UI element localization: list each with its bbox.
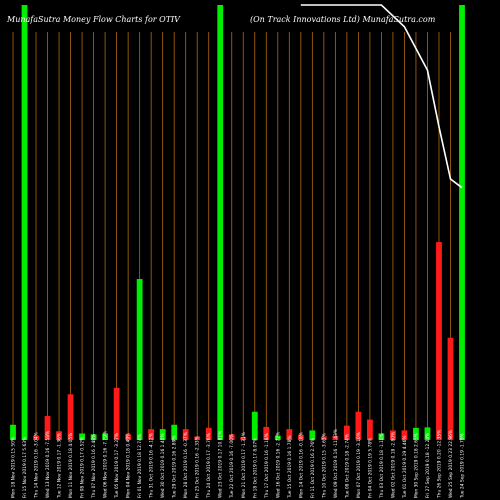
bar <box>297 434 304 440</box>
bar <box>136 279 143 440</box>
bar <box>205 427 212 440</box>
x-tick-label: Wed 30 Oct 2019 0.16 1.40% <box>160 433 166 498</box>
bar <box>413 427 419 440</box>
bar <box>182 429 189 441</box>
bar <box>424 427 431 440</box>
x-tick-label: Tue 24 Sep 2019 0.19 -1.79% <box>460 433 466 499</box>
bar <box>459 5 465 440</box>
x-tick-label: Mon 30 Sep 2019 0.18 2.65% <box>413 433 419 498</box>
x-tick-label: Wed 13 Nov 2019 0.16 -7.58% <box>45 431 51 498</box>
bar <box>90 434 97 440</box>
x-tick-label: Fri 01 Nov 2019 0.18 12.74% <box>137 434 143 498</box>
x-tick-label: Mon 18 Nov 2019 0.15 50% <box>11 437 17 498</box>
x-tick-label: Mon 21 Oct 2019 0.17 -1.31% <box>241 432 247 498</box>
price-line-path <box>300 4 463 189</box>
bar <box>56 431 62 440</box>
x-tick-label: Fri 08 Nov 2019 0.17 0.52% <box>80 437 86 498</box>
bar <box>367 419 373 440</box>
bar <box>263 426 270 440</box>
chart-title-left: MunafaSutra Money Flow Charts for OTIV <box>6 15 181 24</box>
bar <box>102 433 108 440</box>
x-tick-label: Wed 06 Nov 2019 0.16 -7.79% <box>103 431 109 498</box>
x-tick-label: Thu 14 Nov 2019 0.16 -3.04% <box>34 432 40 499</box>
x-tick-label: Mon 11 Nov 2019 0.18 4.05% <box>68 433 74 498</box>
x-tick-label: Thu 07 Nov 2019 0.16 2.48% <box>91 434 97 499</box>
x-tick-label: Thu 17 Oct 2019 0.16 -1.18% <box>264 433 270 499</box>
bar <box>148 429 155 441</box>
x-tick-label: Wed 09 Oct 2019 0.16 -11.43% <box>333 429 339 498</box>
bar <box>332 436 339 440</box>
bar <box>67 394 74 440</box>
x-tick-label: Tue 29 Oct 2019 0.16 2.89% <box>172 435 178 499</box>
x-tick-label: Wed 25 Sep 2019 0.23 22.96% <box>448 430 454 498</box>
x-tick-label: Thu 24 Oct 2019 0.17 -3.76% <box>206 433 212 499</box>
price-line <box>300 4 463 189</box>
bar <box>113 387 120 440</box>
bar <box>228 434 235 440</box>
x-tick-labels: Mon 18 Nov 2019 0.15 50% Fri 15 Nov 2019 … <box>11 429 466 499</box>
x-tick-label: Tue 15 Oct 2019 0.16 1.78% <box>287 435 293 499</box>
bar <box>159 429 166 441</box>
x-tick-label: Tue 12 Nov 2019 0.17 -1.36% <box>57 433 63 499</box>
x-tick-label: Tue 05 Nov 2019 0.17 -3.27% <box>114 433 120 499</box>
x-tick-label: Fri 27 Sep 2019 0.18 -12.24% <box>425 433 431 498</box>
bar <box>33 435 39 440</box>
bar <box>309 430 316 440</box>
bar <box>447 337 454 440</box>
bar <box>194 436 201 440</box>
x-tick-label: Tue 01 Oct 2019 0.19 4.46% <box>402 435 408 499</box>
x-tick-label: Wed 02 Oct 2019 0.18 -2.80% <box>390 432 396 498</box>
x-tick-label: Thu 03 Oct 2019 0.18 -1.10% <box>379 433 385 499</box>
bar <box>286 429 293 441</box>
x-tick-label: Wed 23 Oct 2019 0.17 10.81% <box>218 431 224 498</box>
bar <box>401 430 408 440</box>
bar <box>21 5 28 440</box>
x-tick-label: Fri 04 Oct 2019 0.19 5.78% <box>367 438 373 498</box>
bar <box>240 436 247 440</box>
x-tick-label: Mon 28 Oct 2019 0.16 -0.37% <box>183 432 189 498</box>
x-tick-label: Thu 31 Oct 2019 0.16 -4.12% <box>149 433 155 499</box>
bar <box>378 433 385 440</box>
x-tick-label: Mon 07 Oct 2019 0.19 -3.10% <box>356 432 362 498</box>
bar <box>125 434 132 440</box>
x-tick-label: Mon 14 Oct 2019 0.16 -0.18% <box>298 432 304 498</box>
bar <box>251 411 258 440</box>
bar <box>171 424 178 440</box>
bar <box>436 242 442 440</box>
chart-title-right: (On Track Innovations Ltd) MunafaSutra.c… <box>250 15 436 24</box>
x-tick-label: Fri 11 Oct 2019 0.16 2.76% <box>310 438 316 498</box>
x-tick-label: Thu 26 Sep 2019 0.20 -12.35% <box>436 430 442 499</box>
bar <box>217 5 224 440</box>
bar <box>274 435 281 440</box>
x-tick-label: Fri 25 Oct 2019 0.16 -2.33% <box>195 436 201 498</box>
x-tick-label: Fri 18 Oct 2019 0.17 8.07% <box>252 438 258 498</box>
x-tick-label: Fri 15 Nov 2019 0.17 5.63% <box>22 437 28 498</box>
x-tick-label: Tue 08 Oct 2019 0.18 -2.74% <box>344 434 350 499</box>
bar <box>320 436 327 440</box>
x-tick-label: Tue 22 Oct 2019 0.16 -7.00% <box>229 434 235 499</box>
bar <box>390 430 396 440</box>
bar <box>343 425 350 440</box>
bar <box>355 411 362 440</box>
x-tick-label: Wed 16 Oct 2019 0.16 -2.72% <box>275 432 281 498</box>
bars <box>10 5 465 441</box>
bar <box>79 433 85 440</box>
bar <box>44 416 51 440</box>
x-tick-label: Thu 10 Oct 2019 0.15 -3.63% <box>321 433 327 499</box>
x-tick-label: Mon 04 Nov 2019 0.18 0.49% <box>126 433 132 498</box>
bar <box>10 424 16 440</box>
